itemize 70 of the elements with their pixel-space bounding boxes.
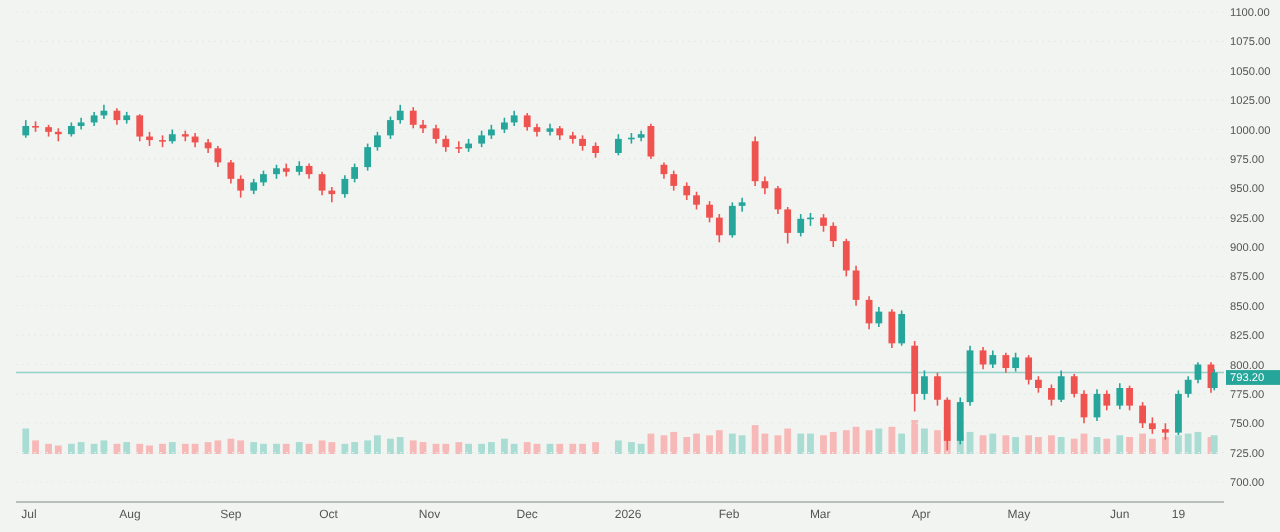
bar — [614, 440, 622, 454]
candlestick — [364, 142, 372, 172]
candlestick — [1184, 375, 1192, 399]
candlestick — [875, 306, 883, 328]
candlestick — [455, 140, 463, 154]
bar — [1057, 437, 1065, 454]
candlestick — [784, 206, 792, 245]
bar — [1048, 435, 1055, 454]
candlestick — [706, 200, 713, 224]
candlestick — [432, 124, 440, 145]
candlestick — [898, 309, 906, 347]
candlestick — [1139, 401, 1146, 429]
candlestick — [1025, 354, 1033, 386]
candlestick — [1126, 384, 1133, 412]
candlestick — [227, 159, 235, 185]
candlestick — [351, 162, 359, 184]
bar — [273, 443, 280, 454]
bar — [1161, 437, 1169, 454]
bar — [1126, 437, 1133, 454]
candlestick — [1012, 351, 1020, 373]
candlestick — [670, 169, 678, 192]
candlestick — [751, 135, 759, 187]
candlestick — [979, 346, 987, 370]
candlestick — [797, 213, 805, 238]
candlestick — [374, 131, 381, 152]
candlestick — [921, 369, 928, 401]
bar — [911, 420, 919, 454]
bar — [989, 433, 997, 454]
candlestick — [1210, 368, 1218, 392]
candlestick — [409, 106, 417, 130]
bar — [1012, 437, 1020, 454]
bar — [465, 443, 472, 454]
bar — [898, 433, 906, 454]
bar — [1116, 435, 1124, 454]
bar — [159, 443, 166, 454]
bar — [1002, 435, 1010, 454]
candlestick — [341, 174, 349, 199]
candlestick — [237, 174, 245, 199]
candlestick — [728, 201, 736, 239]
candlestick — [715, 213, 723, 244]
candlestick — [842, 237, 850, 278]
candlestick — [1116, 382, 1124, 410]
bar — [556, 443, 564, 454]
bar — [592, 442, 599, 454]
bar — [282, 443, 290, 454]
bar — [875, 428, 883, 454]
candlestick — [1175, 389, 1182, 436]
candlestick — [1070, 373, 1078, 399]
candlestick — [214, 145, 222, 168]
bar — [32, 440, 39, 454]
candlestick — [888, 308, 896, 349]
candlestick — [396, 104, 404, 125]
candlestick — [318, 171, 326, 197]
candlestick — [1002, 351, 1010, 374]
bar — [295, 442, 303, 454]
candlestick — [387, 115, 394, 140]
candlestick — [136, 113, 144, 143]
candlestick — [934, 371, 941, 407]
bar — [123, 442, 131, 454]
candlestick — [1103, 389, 1111, 412]
candlestick — [1057, 369, 1065, 403]
bar — [888, 426, 896, 454]
candlestick — [614, 133, 622, 157]
candlestick — [829, 221, 837, 248]
bar — [22, 428, 30, 454]
bar — [168, 442, 176, 454]
candlestick — [1048, 383, 1055, 407]
bar — [921, 428, 928, 454]
bar — [455, 442, 463, 454]
bar — [1103, 438, 1111, 454]
